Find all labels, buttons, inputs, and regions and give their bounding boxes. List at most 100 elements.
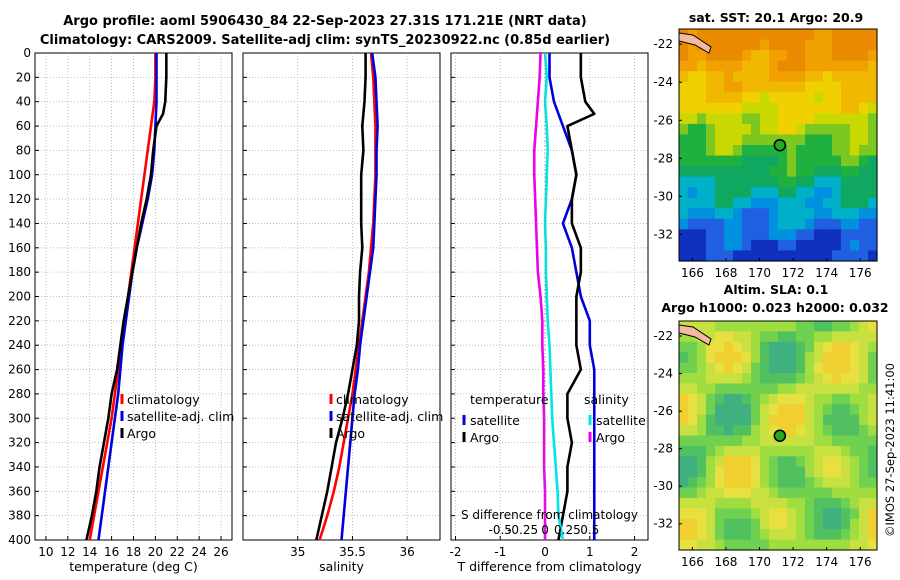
map-cell [760,404,770,416]
map-cell [733,341,743,353]
map-cell [733,331,743,343]
map-cell [778,39,788,51]
map-cell [688,497,698,509]
map-cell [805,497,815,509]
map-cell [706,445,716,457]
map-cell [823,477,833,489]
map-cell [850,102,860,114]
map-cell [823,435,833,447]
map-cell [841,321,851,333]
map-cell [742,81,752,93]
map-cell [868,518,878,530]
map-cell [679,414,689,426]
map-cell [868,414,878,426]
map-cell [850,176,860,188]
map-cell [850,414,860,426]
map-cell [787,218,797,230]
map-cell [787,404,797,416]
map-cell [769,187,779,199]
map-cell [760,176,770,188]
map-lat-tick-label: -24 [653,75,673,89]
map-cell [787,456,797,468]
map-cell [841,393,851,405]
map-cell [706,425,716,437]
map-cell [679,383,689,395]
map-cell [850,187,860,199]
map-cell [850,239,860,252]
map-cell [796,155,806,167]
map-cell [715,71,725,83]
map-cell [688,414,698,426]
map-cell [742,50,752,62]
map-cell [697,92,707,104]
map-cell [796,477,806,489]
map-cell [787,362,797,374]
map-cell [697,218,707,230]
map-cell [778,331,788,343]
map-cell [769,176,779,188]
map-cell [769,113,779,125]
map-cell [742,134,752,146]
map-cell [823,239,833,252]
map-cell [796,71,806,83]
x2-tick-label: 0.5 [580,523,599,537]
map-cell [715,383,725,395]
map-cell [823,60,833,72]
map-cell [868,529,878,541]
map-cell [715,393,725,405]
map-cell [742,331,752,343]
map-cell [679,497,689,509]
map-cell [697,539,707,551]
map-cell [742,239,752,252]
map-cell [805,477,815,489]
map-cell [688,50,698,62]
map-cell [841,229,851,241]
map-cell [868,404,878,416]
map-cell [769,197,779,209]
map-cell [697,445,707,457]
map-cell [823,229,833,241]
map-cell [859,123,869,136]
map-cell [679,341,689,353]
map-cell [823,176,833,188]
map-cell [706,393,716,405]
map-cell [850,508,860,520]
map-cell [859,352,869,364]
map-cell [724,92,734,104]
map-cell [814,508,824,520]
map-cell [796,123,806,136]
map-cell [841,456,851,468]
map-cell [787,229,797,241]
map-cell [742,321,752,333]
map-cell [742,362,752,374]
map-cell [724,71,734,83]
map-cell [733,414,743,426]
map-cell [733,71,743,83]
map-lon-tick-label: 170 [748,266,771,280]
map-cell [706,341,716,353]
map-cell [868,435,878,447]
y-tick-label: 120 [8,192,31,206]
map-cell [769,352,779,364]
map-cell [814,102,824,114]
map-cell [823,393,833,405]
map-cell [868,229,878,241]
map-cell [787,477,797,489]
map-cell [796,239,806,252]
map-cell [805,29,815,41]
y-tick-label: 20 [16,70,31,84]
map-cell [832,197,842,209]
series-line-salinity-argo [532,52,547,540]
map-cell [850,155,860,167]
map-cell [868,71,878,83]
map-cell [778,208,788,220]
map-cell [850,29,860,41]
map-cell [868,50,878,62]
map-cell [769,373,779,385]
map-cell [724,362,734,374]
map-cell [859,187,869,199]
map-cell [751,508,761,520]
map-cell [760,197,770,209]
map-cell [805,445,815,457]
map-cell [778,60,788,72]
